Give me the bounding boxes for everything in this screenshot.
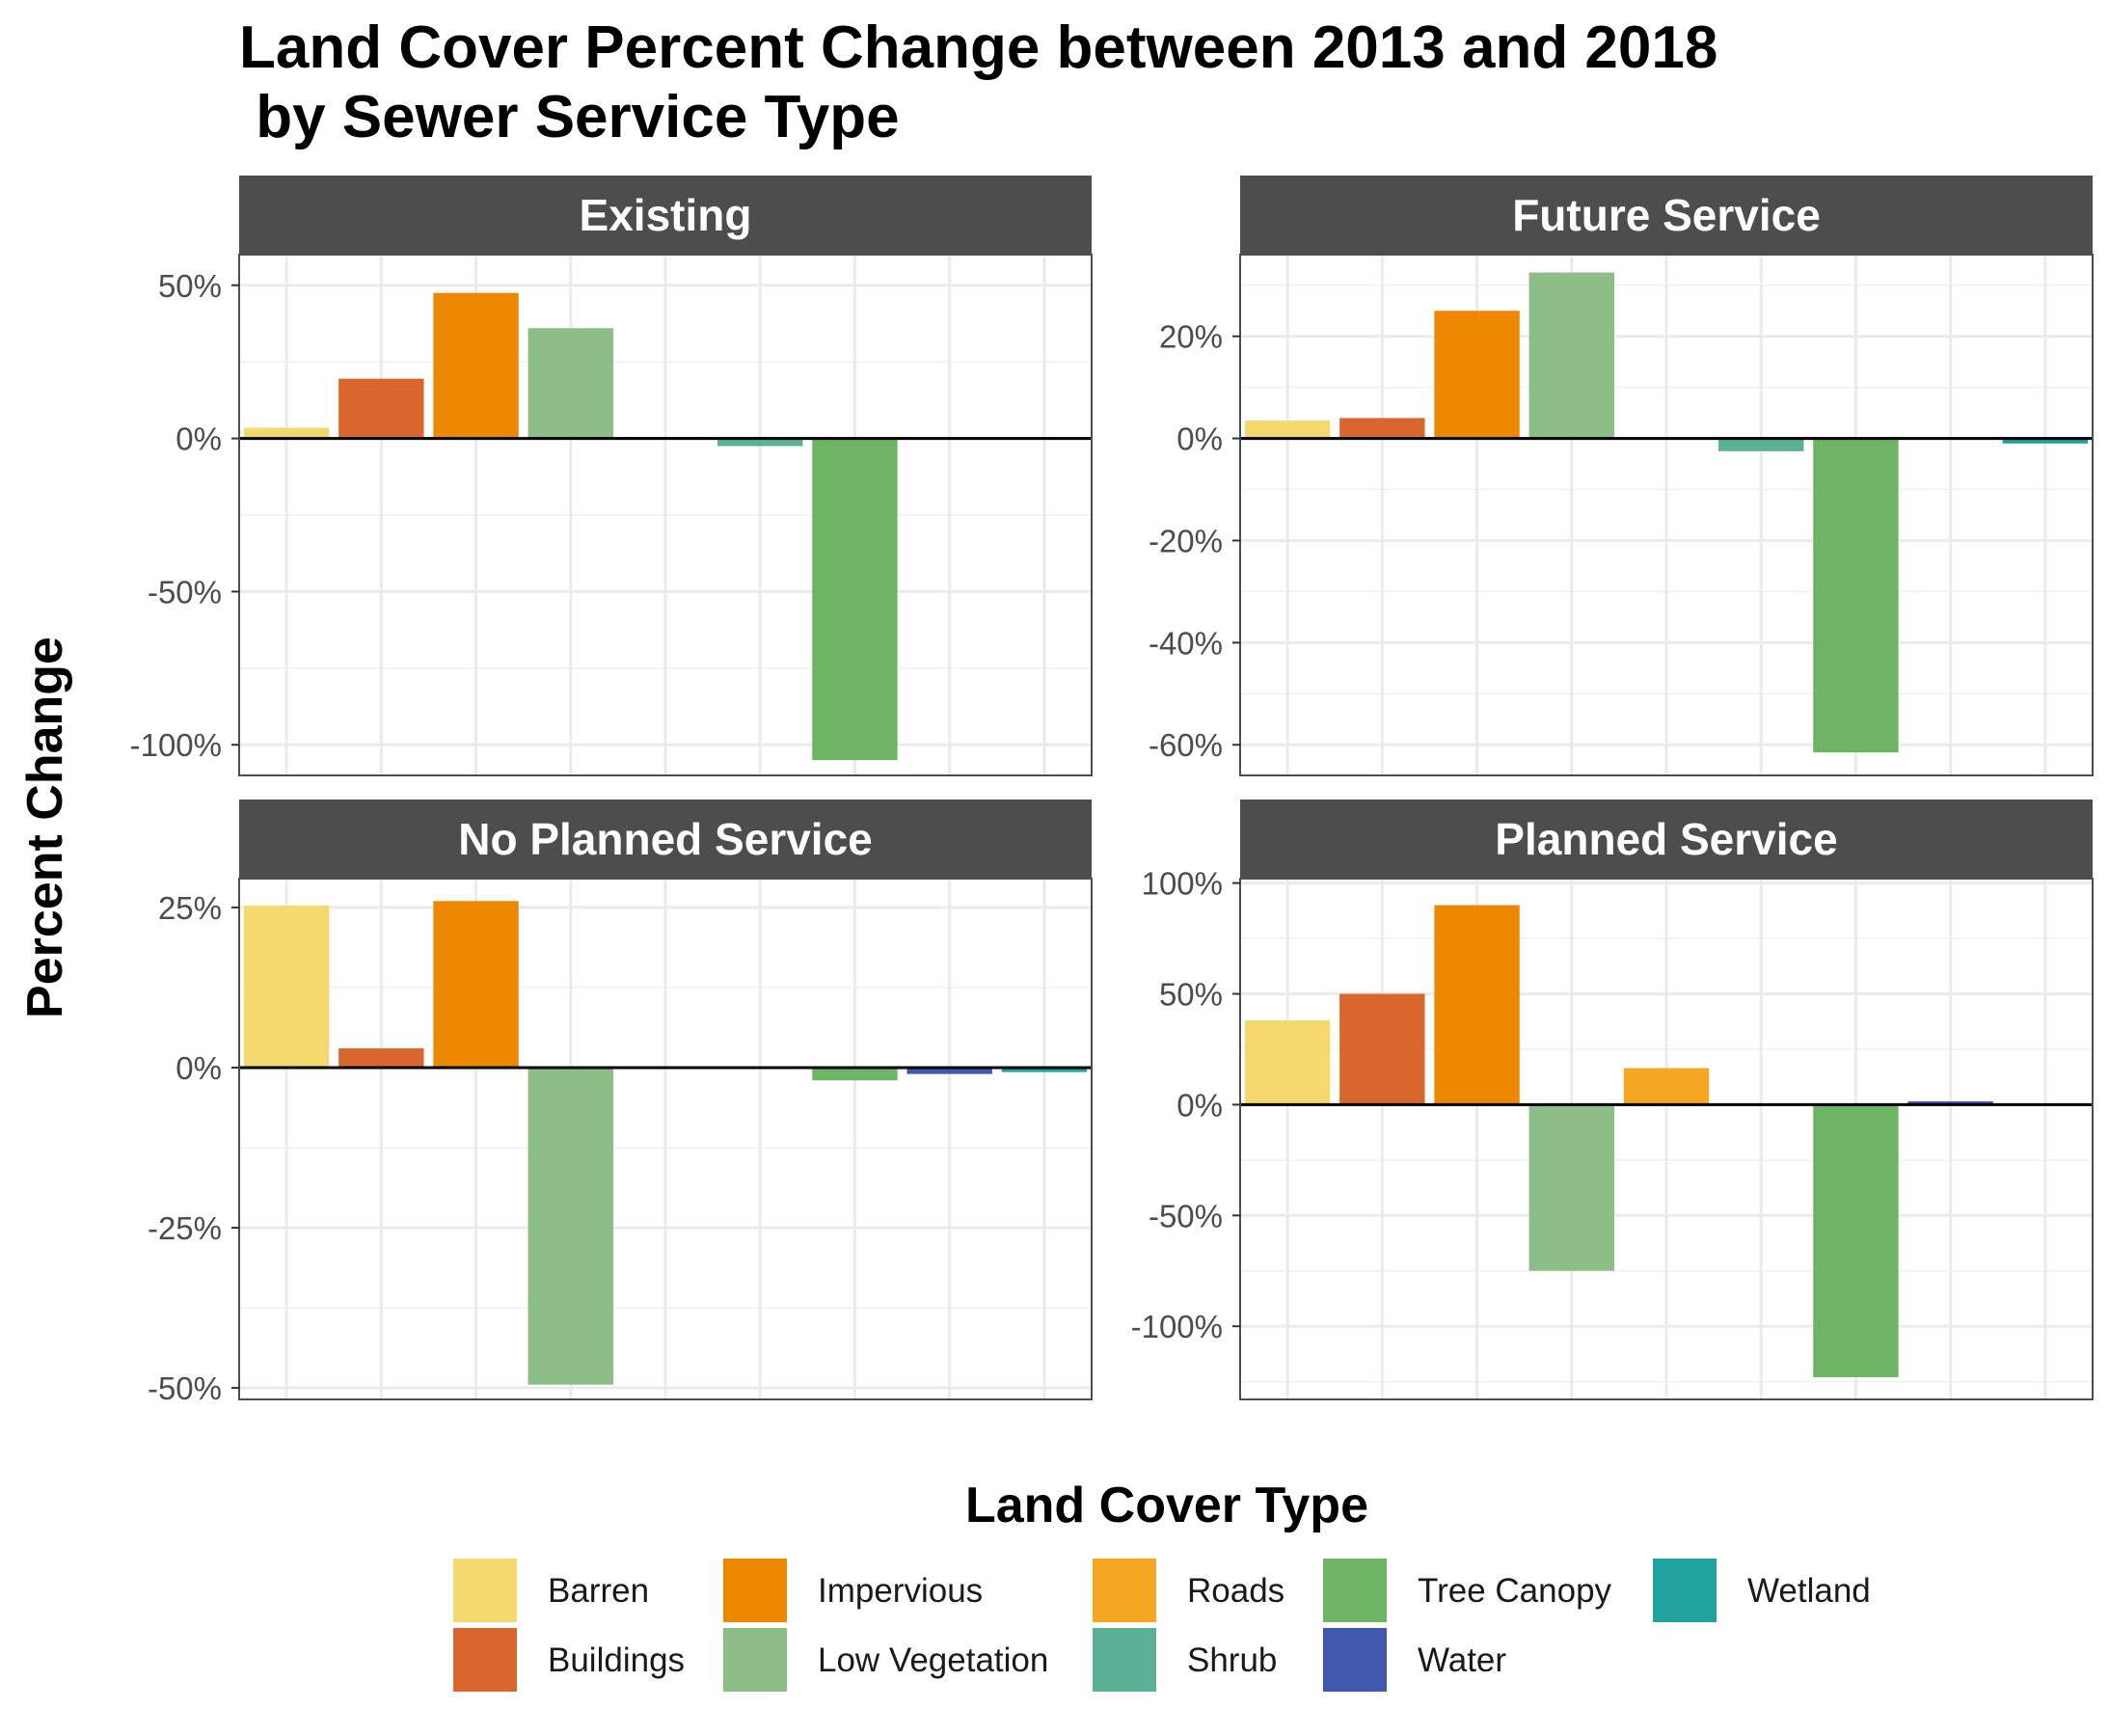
y-tick-label: 0% bbox=[1176, 1087, 1223, 1123]
chart-title: Land Cover Percent Change between 2013 a… bbox=[239, 14, 1718, 150]
bar-low-vegetation bbox=[527, 1067, 613, 1385]
facet-strip-label: Future Service bbox=[1512, 190, 1821, 240]
y-tick-label: -100% bbox=[130, 727, 222, 763]
legend-label: Buildings bbox=[548, 1641, 685, 1679]
legend-item-wetland: Wetland bbox=[1653, 1559, 1871, 1622]
bar-water bbox=[906, 1067, 992, 1074]
legend-item-tree-canopy: Tree Canopy bbox=[1323, 1559, 1612, 1622]
legend-item-buildings: Buildings bbox=[453, 1628, 685, 1692]
bar-low-vegetation bbox=[527, 328, 613, 439]
legend-item-low-vegetation: Low Vegetation bbox=[723, 1628, 1048, 1692]
bar-impervious bbox=[433, 292, 519, 439]
facet-strip bbox=[1240, 176, 2093, 255]
bar-tree-canopy bbox=[812, 1067, 898, 1081]
y-tick-label: -100% bbox=[1131, 1309, 1223, 1344]
facet-strip bbox=[1240, 800, 2093, 879]
bar-impervious bbox=[1434, 905, 1520, 1105]
bar-buildings bbox=[1339, 418, 1425, 439]
legend-swatch bbox=[1093, 1628, 1156, 1692]
bar-barren bbox=[243, 427, 330, 439]
facet-strip-label: Planned Service bbox=[1495, 814, 1837, 864]
bar-wetland bbox=[1001, 1067, 1088, 1072]
bar-tree-canopy bbox=[1813, 438, 1899, 753]
bar-low-vegetation bbox=[1528, 1104, 1614, 1271]
legend-swatch bbox=[1323, 1559, 1387, 1622]
y-tick-label: 0% bbox=[176, 1050, 222, 1086]
bar-shrub bbox=[1718, 438, 1804, 451]
legend: Barren Buildings Impervious Low Vegetation R… bbox=[453, 1559, 1871, 1692]
bar-tree-canopy bbox=[812, 438, 898, 761]
legend-label: Shrub bbox=[1187, 1641, 1277, 1679]
legend-swatch bbox=[1653, 1559, 1717, 1622]
legend-swatch bbox=[723, 1559, 787, 1622]
panel-planned-service: Planned Service 100% 50% 0% -50% -100% bbox=[1131, 800, 2094, 1400]
bar-barren bbox=[1244, 420, 1331, 439]
bar-buildings bbox=[338, 1048, 424, 1068]
y-tick-label: 25% bbox=[158, 890, 222, 926]
legend-label: Low Vegetation bbox=[818, 1641, 1048, 1679]
y-tick-label: -60% bbox=[1149, 727, 1223, 763]
legend-swatch bbox=[453, 1628, 517, 1692]
bar-buildings bbox=[1339, 993, 1425, 1105]
legend-item-shrub: Shrub bbox=[1093, 1628, 1277, 1692]
panel-border bbox=[238, 878, 1093, 1400]
y-tick-label: -40% bbox=[1149, 625, 1223, 661]
bar-shrub bbox=[717, 438, 803, 447]
legend-swatch bbox=[723, 1628, 787, 1692]
legend-swatch bbox=[1093, 1559, 1156, 1622]
facet-strip bbox=[239, 176, 1092, 255]
panel-future-service: Future Service 20% 0% -20% -40% -60% bbox=[1149, 176, 2094, 776]
legend-label: Water bbox=[1418, 1641, 1506, 1679]
facet-strip-label: No Planned Service bbox=[458, 814, 873, 864]
bar-water bbox=[1907, 1100, 1993, 1105]
bar-barren bbox=[243, 905, 330, 1068]
legend-swatch bbox=[1323, 1628, 1387, 1692]
panel-border bbox=[238, 254, 1093, 776]
y-tick-label: -50% bbox=[1149, 1198, 1223, 1234]
y-tick-label: 0% bbox=[1176, 421, 1223, 457]
y-tick-label: -20% bbox=[1149, 523, 1223, 558]
bar-roads bbox=[1623, 1068, 1710, 1105]
y-tick-label: 50% bbox=[1159, 976, 1223, 1012]
panel-border bbox=[1239, 878, 2094, 1400]
legend-item-roads: Roads bbox=[1093, 1559, 1284, 1622]
y-tick-label: -50% bbox=[148, 1370, 222, 1406]
y-tick-label: 20% bbox=[1159, 319, 1223, 355]
legend-label: Barren bbox=[548, 1572, 649, 1610]
bar-low-vegetation bbox=[1528, 272, 1614, 439]
y-tick-label: -50% bbox=[148, 574, 222, 610]
legend-item-water: Water bbox=[1323, 1628, 1506, 1692]
panels-layer: Existing 50% 0% -50% -100% Future Service 20% 0… bbox=[130, 176, 2094, 1406]
y-axis-title: Percent Change bbox=[17, 637, 73, 1018]
legend-label: Wetland bbox=[1747, 1572, 1871, 1610]
facet-strip-label: Existing bbox=[580, 190, 752, 240]
bar-impervious bbox=[433, 901, 519, 1068]
legend-label: Tree Canopy bbox=[1418, 1572, 1612, 1610]
bar-buildings bbox=[338, 378, 424, 439]
legend-item-barren: Barren bbox=[453, 1559, 649, 1622]
panel-existing: Existing 50% 0% -50% -100% bbox=[130, 176, 1093, 776]
facet-strip bbox=[239, 800, 1092, 879]
legend-swatch bbox=[453, 1559, 517, 1622]
y-tick-label: 50% bbox=[158, 268, 222, 304]
bar-tree-canopy bbox=[1813, 1104, 1899, 1378]
panel-no-planned-service: No Planned Service 25% 0% -25% -50% bbox=[148, 800, 1093, 1406]
y-tick-label: 100% bbox=[1142, 866, 1223, 902]
bar-impervious bbox=[1434, 311, 1520, 439]
bar-barren bbox=[1244, 1020, 1331, 1105]
legend-label: Impervious bbox=[818, 1572, 983, 1610]
legend-item-impervious: Impervious bbox=[723, 1559, 983, 1622]
y-tick-label: 0% bbox=[176, 421, 222, 457]
legend-title: Land Cover Type bbox=[965, 1478, 1368, 1533]
panel-border bbox=[1239, 254, 2094, 776]
y-tick-label: -25% bbox=[148, 1210, 222, 1246]
bar-wetland bbox=[2002, 438, 2089, 444]
legend-label: Roads bbox=[1187, 1572, 1284, 1610]
